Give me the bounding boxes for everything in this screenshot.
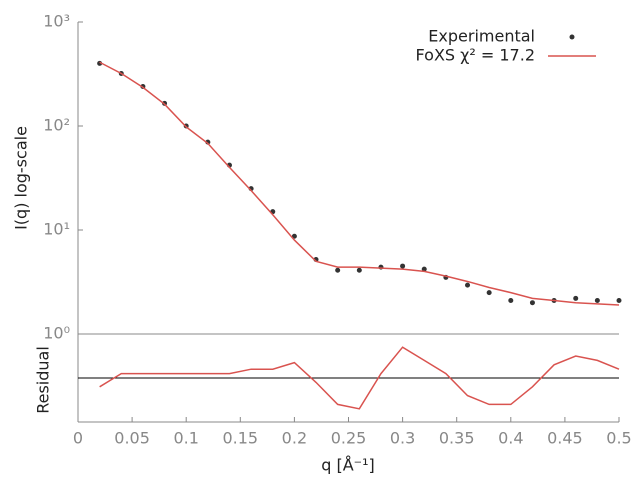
x-tick-label: 0.35	[439, 429, 475, 448]
y-axis-label: Residual	[34, 346, 53, 414]
series-line	[99, 346, 620, 410]
data-point	[508, 297, 514, 303]
data-point	[400, 263, 406, 269]
y-tick-label: 10¹	[43, 220, 70, 239]
legend-label: Experimental	[428, 27, 535, 46]
data-point	[573, 295, 579, 301]
legend-marker	[569, 34, 575, 40]
x-tick-label: 0.2	[282, 429, 307, 448]
x-tick-label: 0	[73, 429, 83, 448]
x-tick-label: 0.05	[114, 429, 150, 448]
data-point	[616, 297, 622, 303]
series-line	[99, 61, 620, 306]
data-point	[529, 300, 535, 306]
data-point	[335, 267, 341, 273]
x-tick-label: 0.5	[606, 429, 631, 448]
legend-label: FoXS χ² = 17.2	[416, 46, 535, 65]
data-point	[594, 297, 600, 303]
x-tick-label: 0.1	[173, 429, 198, 448]
y-tick-label: 10³	[43, 12, 70, 31]
x-tick-label: 0.15	[222, 429, 258, 448]
x-tick-label: 0.3	[390, 429, 415, 448]
x-tick-label: 0.25	[331, 429, 367, 448]
data-point	[465, 282, 471, 288]
x-tick-label: 0.4	[498, 429, 523, 448]
data-point	[486, 290, 492, 296]
y-tick-label: 10⁰	[43, 324, 70, 343]
x-tick-label: 0.45	[547, 429, 583, 448]
x-axis-label: q [Å⁻¹]	[321, 456, 375, 475]
y-axis-label: I(q) log-scale	[12, 126, 31, 230]
y-tick-label: 10²	[43, 116, 70, 135]
data-point	[421, 266, 427, 272]
data-point	[356, 267, 362, 273]
